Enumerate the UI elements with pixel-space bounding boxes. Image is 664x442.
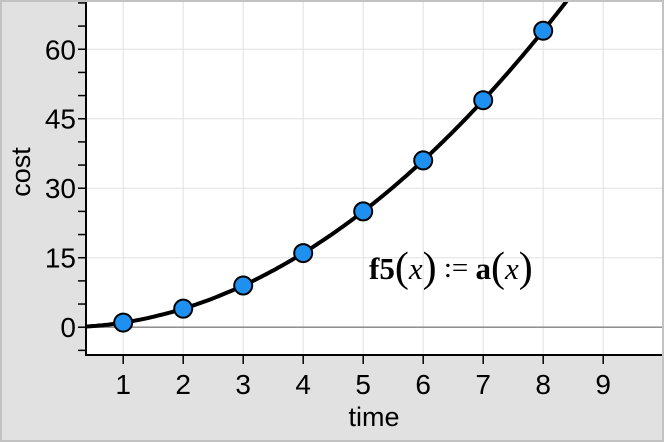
data-point[interactable] — [173, 298, 194, 319]
data-point[interactable] — [533, 20, 554, 41]
function-label-part: a — [475, 251, 492, 286]
function-label[interactable]: f5(x) := a(x) — [369, 245, 533, 291]
data-point[interactable] — [413, 150, 434, 171]
x-tick-label: 1 — [115, 369, 131, 400]
y-axis-title: cost — [6, 147, 36, 197]
x-tick-label: 6 — [415, 369, 431, 400]
y-tick-label: 45 — [45, 104, 76, 135]
function-label-part: x — [505, 251, 519, 286]
x-tick-label: 8 — [535, 369, 551, 400]
x-tick-label: 4 — [295, 369, 311, 400]
data-point[interactable] — [113, 312, 134, 333]
y-tick-label: 15 — [45, 243, 76, 274]
x-axis-title: time — [348, 402, 399, 432]
x-tick-label: 5 — [355, 369, 371, 400]
function-label-part: f5 — [369, 251, 395, 286]
plot-area — [86, 2, 662, 355]
data-point[interactable] — [353, 201, 374, 222]
data-point[interactable] — [473, 90, 494, 111]
data-point[interactable] — [293, 243, 314, 264]
y-tick-label: 30 — [45, 173, 76, 204]
y-tick-label: 60 — [45, 34, 76, 65]
function-curve[interactable] — [86, 0, 585, 329]
x-tick-label: 3 — [235, 369, 251, 400]
function-label-part: := — [436, 251, 476, 284]
x-tick-label: 9 — [595, 369, 611, 400]
data-point[interactable] — [233, 275, 254, 296]
x-tick-label: 7 — [475, 369, 491, 400]
function-label-part: x — [408, 251, 423, 286]
x-tick-label: 2 — [175, 369, 191, 400]
y-tick-label: 0 — [60, 312, 76, 343]
